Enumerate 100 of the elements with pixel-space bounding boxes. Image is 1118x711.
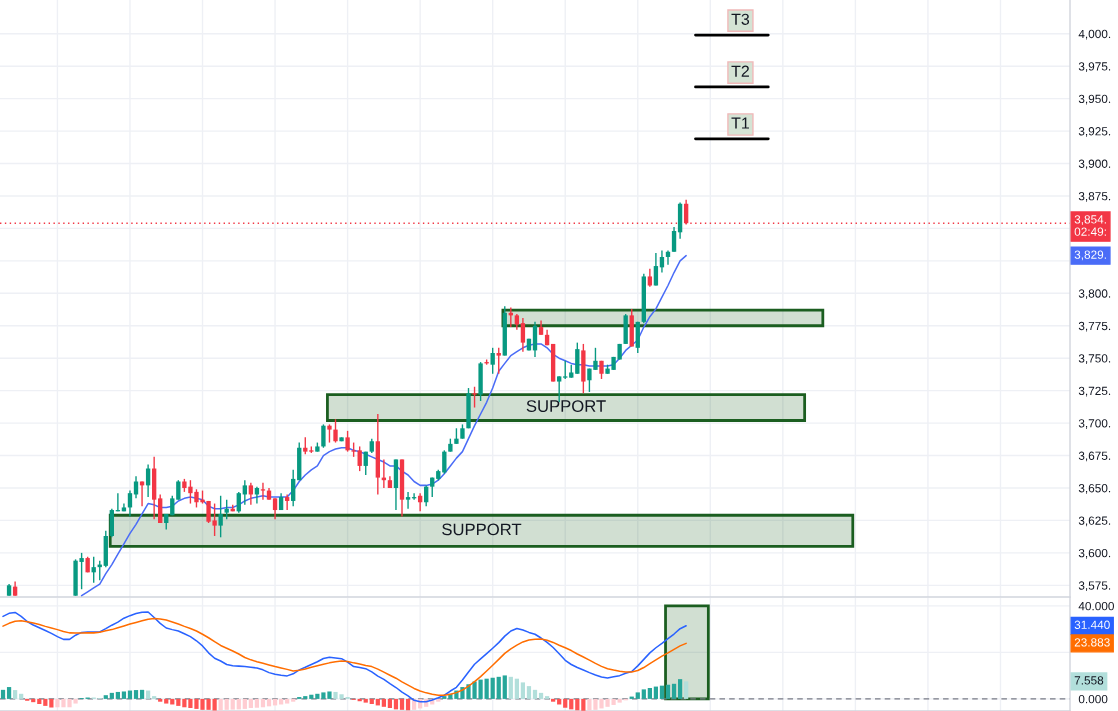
line-series	[80, 254, 687, 597]
y-tick-label: 3,700.	[1078, 419, 1111, 429]
candlestick	[272, 497, 278, 520]
candlestick	[563, 360, 568, 380]
candlestick	[321, 423, 326, 449]
bar	[520, 682, 526, 699]
ref-line-label: T1	[731, 117, 749, 129]
bar	[393, 698, 399, 710]
bar	[563, 698, 568, 708]
annotation: 31.440	[1074, 620, 1110, 629]
annotation: 23.883	[1074, 638, 1110, 647]
bar	[176, 698, 181, 706]
bar	[152, 696, 157, 699]
bar	[647, 687, 652, 699]
candlestick	[496, 347, 501, 375]
bar	[575, 698, 580, 711]
y-tick-label: 3,900.	[1078, 159, 1111, 170]
candlestick	[218, 495, 223, 538]
candlestick	[139, 480, 145, 507]
bar	[315, 693, 320, 699]
bar	[0, 689, 6, 699]
bar	[218, 698, 223, 711]
bar	[484, 678, 489, 699]
candlestick	[224, 498, 229, 520]
y-tick-label: 3,575.	[1078, 581, 1111, 592]
bar	[109, 692, 114, 699]
bar	[49, 698, 54, 708]
bar	[544, 696, 550, 699]
candlestick	[284, 493, 290, 511]
band-label: SUPPORT	[442, 523, 522, 536]
candlestick	[357, 445, 362, 472]
y-tick-label: 4,000.	[1078, 29, 1111, 40]
bar	[363, 698, 368, 703]
bar	[369, 698, 374, 705]
bar	[303, 696, 308, 699]
candlestick	[653, 252, 659, 287]
bar	[139, 689, 145, 699]
y-tick-label: 3,750.	[1078, 354, 1111, 364]
bar	[13, 690, 18, 699]
y-tick-label: 3,725.	[1078, 386, 1111, 397]
annotation: 3,829.	[1074, 250, 1106, 261]
bar	[248, 698, 253, 708]
bar	[684, 681, 689, 699]
bar	[224, 698, 229, 710]
y-tick-label: 3,950.	[1078, 94, 1111, 105]
bar	[6, 687, 12, 699]
bar	[653, 686, 659, 699]
bar	[538, 692, 544, 699]
candlestick	[671, 226, 677, 253]
bar	[285, 698, 290, 704]
y-tick-label: 3,875.	[1078, 192, 1111, 202]
y-tick-label: 3,600.	[1078, 548, 1111, 559]
bar	[121, 691, 127, 699]
bar	[641, 689, 646, 699]
y-tick-label: 3,650.	[1078, 484, 1111, 494]
ref-line-label: T3	[731, 13, 750, 25]
candlestick	[333, 418, 338, 444]
bar	[581, 698, 586, 711]
bar	[405, 698, 411, 711]
bar	[103, 695, 108, 699]
bar	[19, 693, 24, 699]
bar	[635, 692, 640, 699]
bar	[532, 689, 538, 699]
bar	[230, 698, 235, 710]
bar	[436, 698, 441, 702]
candlestick	[242, 479, 248, 506]
bar	[236, 698, 241, 710]
bar	[514, 678, 519, 699]
bar	[617, 698, 622, 703]
candlestick	[405, 491, 411, 510]
bar	[254, 698, 260, 708]
y-tick-label: 3,800.	[1078, 289, 1111, 300]
bar	[291, 698, 296, 702]
candlestick	[248, 482, 254, 506]
bar	[387, 698, 393, 708]
annotation: 7.558	[1074, 676, 1104, 685]
y-tick-label: 40.000	[1078, 601, 1114, 611]
candlestick	[520, 317, 526, 353]
bar	[242, 698, 247, 709]
bar	[399, 698, 405, 710]
bar	[677, 679, 683, 699]
candlestick	[176, 479, 181, 501]
candlestick	[236, 491, 241, 514]
bar	[182, 698, 187, 708]
bar	[381, 698, 386, 707]
bar	[508, 676, 513, 699]
candlestick	[345, 430, 350, 453]
bar	[526, 686, 532, 699]
bar	[260, 698, 266, 708]
bar	[43, 698, 48, 706]
ref-line-label: 3,854. 02:49:	[1074, 215, 1106, 236]
candlestick	[133, 475, 139, 500]
y-tick-label: 3,775.	[1078, 321, 1111, 332]
bar	[442, 696, 447, 699]
y-tick-label: 3,925.	[1078, 127, 1111, 137]
bar	[127, 690, 133, 699]
y-tick-label: 3,675.	[1078, 451, 1111, 462]
bar	[37, 698, 42, 705]
bar	[164, 698, 169, 704]
bar	[490, 677, 495, 699]
